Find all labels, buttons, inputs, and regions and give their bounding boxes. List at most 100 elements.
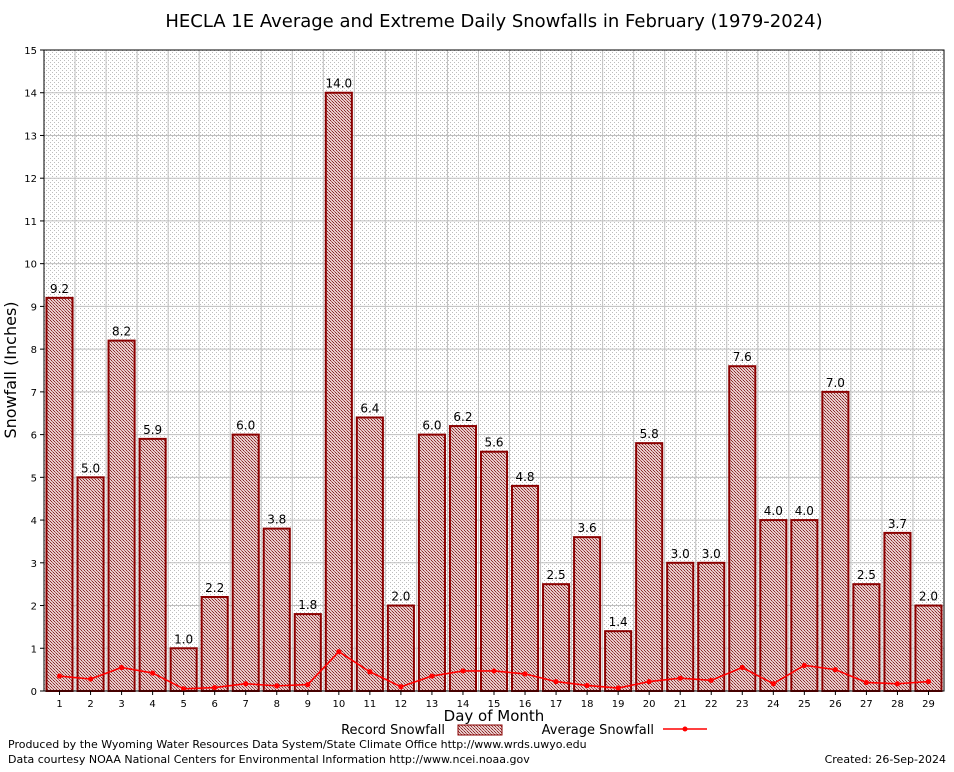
record-bar [759,519,788,692]
x-tick-label: 10 [332,699,345,710]
bar-value-label: 3.8 [267,513,286,527]
record-bar [604,630,633,693]
record-bar [883,531,912,692]
average-point [925,678,932,685]
record-bar [448,425,477,692]
y-tick-label: 13 [24,131,37,142]
average-point [274,683,280,689]
record-bar [231,433,260,692]
bar-value-label: 3.7 [888,517,907,531]
average-point [181,686,187,692]
record-bar [728,365,757,692]
record-bar [635,442,664,692]
average-point [832,667,838,673]
y-tick-label: 1 [31,644,37,655]
legend-average-marker [682,726,688,732]
plot-frame [43,49,945,692]
record-bar [76,476,105,693]
average-point [770,681,776,687]
x-tick-label: 12 [395,699,408,710]
bar-value-label: 1.4 [609,615,628,629]
y-tick-label: 8 [31,345,37,356]
average-point [305,681,311,688]
x-tick-label: 13 [426,699,439,710]
y-tick-label: 12 [24,174,37,185]
y-tick-label: 7 [31,388,37,399]
x-tick-label: 25 [798,699,811,710]
y-tick-label: 3 [31,559,37,570]
record-bar [511,484,540,692]
bar-value-label: 5.8 [640,427,659,441]
y-tick-label: 5 [31,473,37,484]
average-point [584,682,590,689]
y-tick-label: 11 [24,217,37,228]
bar-value-label: 14.0 [325,77,352,91]
record-bar [262,527,291,693]
record-bar [355,416,384,692]
record-bar [200,595,229,693]
bar-value-label: 4.0 [795,504,814,518]
footer-producer: Produced by the Wyoming Water Resources … [8,738,587,751]
average-point [491,668,497,674]
record-bar [293,613,322,693]
x-tick-label: 28 [891,699,904,710]
bar-value-label: 6.4 [360,402,379,416]
legend: Record Snowfall Average Snowfall [341,723,707,738]
record-bar [138,437,167,692]
x-tick-label: 29 [922,699,935,710]
footer-data-source: Data courtesy NOAA National Centers for … [8,753,530,766]
average-point [118,664,125,671]
x-tick-label: 24 [767,699,780,710]
record-bar [790,519,819,692]
x-tick-label: 21 [674,699,687,710]
bar-value-label: 2.5 [857,568,876,582]
average-point [367,669,373,675]
x-tick-label: 8 [274,699,280,710]
plot-area: 01234567891011121314159.25.08.25.91.02.2… [24,46,945,710]
y-tick-label: 15 [24,46,37,57]
average-point [739,664,745,671]
bar-value-label: 5.9 [143,423,162,437]
y-tick-label: 0 [31,687,37,698]
record-bar [852,583,881,693]
y-tick-label: 4 [31,516,37,527]
bar-value-label: 8.2 [112,325,131,339]
average-point [243,681,249,687]
record-bar [542,583,571,693]
average-point [398,684,404,690]
average-point [646,678,652,685]
average-point [212,684,218,691]
bar-value-label: 4.0 [764,504,783,518]
bar-value-label: 1.8 [298,598,317,612]
y-tick-label: 6 [31,431,37,442]
bar-value-label: 2.2 [205,581,224,595]
record-bar [45,296,74,692]
x-tick-label: 17 [550,699,563,710]
chart-title: HECLA 1E Average and Extreme Daily Snowf… [165,11,822,32]
x-tick-label: 2 [87,699,93,710]
y-tick-label: 14 [24,89,37,100]
average-point [87,676,94,682]
bar-value-label: 3.6 [578,521,597,535]
average-point [863,679,870,686]
x-tick-label: 26 [829,699,842,710]
average-point [708,677,714,683]
average-point [429,673,435,679]
x-tick-label: 27 [860,699,873,710]
x-tick-label: 22 [705,699,718,710]
record-bar [666,561,695,692]
x-tick-label: 9 [305,699,311,710]
bar-value-label: 3.0 [671,547,690,561]
record-bar [386,604,415,692]
legend-record-swatch [457,724,503,736]
bar-value-label: 9.2 [50,282,69,296]
x-tick-label: 1 [56,699,62,710]
y-tick-label: 10 [24,260,37,271]
bar-value-label: 2.5 [547,568,566,582]
average-point [553,678,559,685]
legend-record-label: Record Snowfall [341,723,445,738]
x-tick-label: 4 [149,699,155,710]
average-point [460,668,466,674]
